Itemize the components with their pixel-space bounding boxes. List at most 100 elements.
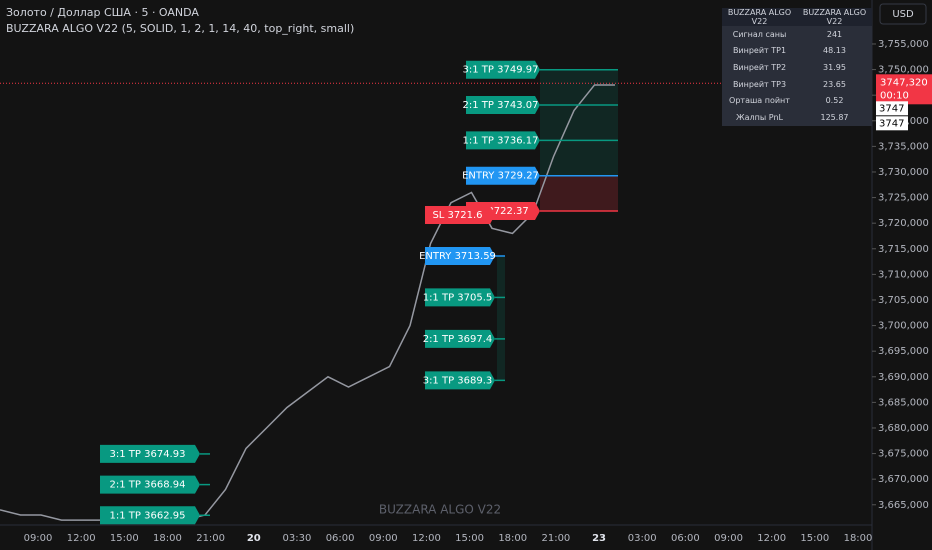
table-row: Винрейт TP1 48.13	[722, 43, 872, 60]
x-tick-label: 15:00	[455, 533, 484, 544]
x-tick-label: 21:00	[541, 533, 570, 544]
x-tick-label: 21:00	[196, 533, 225, 544]
tp-zone	[497, 255, 505, 381]
level-label: 1:1 TP 3662.95	[110, 510, 186, 521]
level-label: 1:1 TP 3736.17	[463, 135, 539, 146]
x-tick-label: 03:30	[283, 533, 312, 544]
table-cell: Винрейт TP1	[732, 46, 787, 56]
info-table: BUZZARA ALGO V22 BUZZARA ALGO V22 Сигнал с…	[722, 8, 872, 126]
x-tick-label: 06:00	[671, 533, 700, 544]
table-row: Жалпы PnL 125.87	[722, 109, 872, 126]
level-label: 1:1 TP 3705.5	[423, 292, 493, 303]
table-cell: 48.13	[823, 46, 846, 56]
level-tag	[466, 96, 540, 115]
table-row: BUZZARA ALGO V22 BUZZARA ALGO V22	[722, 8, 872, 26]
level-tag	[466, 131, 540, 150]
level-tag	[425, 205, 495, 224]
x-tick-label: 12:00	[412, 533, 441, 544]
x-tick-label: 03:00	[628, 533, 657, 544]
current-price-label: 3747,320	[880, 77, 928, 88]
table-cell: Сигнал саны	[732, 29, 787, 39]
y-tick-label: 3,715,000	[878, 244, 929, 255]
y-tick-label: 3,690,000	[878, 372, 929, 383]
level-tag	[100, 506, 200, 525]
x-tick-label: 20	[247, 533, 261, 544]
y-tick-label: 3,705,000	[878, 295, 929, 306]
y-tick-label: 3,675,000	[878, 449, 929, 460]
table-cell: BUZZARA ALGO V22	[797, 8, 872, 26]
level-tag	[425, 288, 495, 307]
table-cell: Винрейт TP3	[732, 79, 787, 89]
y-tick-label: 3,755,000	[878, 39, 929, 50]
x-tick-label: 15:00	[110, 533, 139, 544]
price-mark: 3747	[879, 118, 904, 129]
current-price-box	[876, 74, 932, 105]
table-row: Винрейт TP2 31.95	[722, 59, 872, 76]
y-tick-label: 3,710,000	[878, 269, 929, 280]
price-line	[0, 84, 615, 521]
watermark: BUZZARA ALGO V22	[379, 503, 501, 517]
level-tag	[466, 60, 540, 79]
x-tick-label: 12:00	[67, 533, 96, 544]
table-cell: BUZZARA ALGO V22	[722, 8, 797, 26]
price-mark-box	[876, 101, 908, 116]
level-label: SL 3721.6	[432, 210, 482, 221]
y-tick-label: 3,725,000	[878, 193, 929, 204]
price-mark: 3747	[879, 103, 904, 114]
sl-zone	[540, 175, 618, 212]
level-label: ENTRY 3729.27	[462, 171, 539, 182]
y-tick-label: 3,735,000	[878, 141, 929, 152]
y-tick-label: 3,730,000	[878, 167, 929, 178]
table-row: Орташа пойнт 0.52	[722, 92, 872, 109]
y-tick-label: 3,750,000	[878, 65, 929, 76]
y-tick-label: 3,720,000	[878, 218, 929, 229]
level-tag	[100, 444, 200, 463]
level-label: 3:1 TP 3674.93	[110, 449, 186, 460]
table-cell: 125.87	[820, 112, 849, 122]
x-tick-label: 12:00	[757, 533, 786, 544]
x-tick-label: 09:00	[714, 533, 743, 544]
x-tick-label: 18:00	[498, 533, 527, 544]
level-tag	[425, 371, 495, 390]
level-label: ENTRY 3713.59	[419, 251, 496, 262]
table-cell: 0.52	[825, 96, 844, 106]
level-label: 2:1 TP 3743.07	[463, 100, 539, 111]
level-label: 3:1 TP 3749.97	[463, 65, 539, 76]
level-tag	[425, 329, 495, 348]
table-cell: Жалпы PnL	[736, 112, 783, 122]
x-tick-label: 23	[592, 533, 606, 544]
y-tick-label: 3,695,000	[878, 346, 929, 357]
table-row: Сигнал саны 241	[722, 26, 872, 43]
x-tick-label: 15:00	[800, 533, 829, 544]
y-tick-label: 3,665,000	[878, 500, 929, 511]
y-tick-label: 3,700,000	[878, 321, 929, 332]
price-mark-box	[876, 116, 908, 131]
table-cell: 31.95	[823, 62, 846, 72]
level-label: 3:1 TP 3689.3	[423, 375, 493, 386]
level-label: 2:1 TP 3668.94	[110, 480, 186, 491]
level-tag	[466, 166, 540, 185]
x-tick-label: 09:00	[369, 533, 398, 544]
currency-box	[879, 3, 927, 25]
table-cell: 23.65	[823, 79, 846, 89]
x-tick-label: 09:00	[24, 533, 53, 544]
level-label: 2:1 TP 3697.4	[423, 334, 493, 345]
x-tick-label: 18:00	[153, 533, 182, 544]
indicator-title: BUZZARA ALGO V22 (5, SOLID, 1, 2, 1, 14,…	[6, 22, 355, 35]
x-tick-label: 06:00	[326, 533, 355, 544]
y-tick-label: 3,680,000	[878, 423, 929, 434]
y-tick-label: 3,670,000	[878, 474, 929, 485]
countdown: 00:10	[880, 90, 909, 101]
symbol-title: Золото / Доллар США · 5 · OANDA	[6, 6, 199, 19]
level-tag	[425, 246, 495, 265]
table-cell: Орташа пойнт	[729, 96, 790, 106]
level-tag	[100, 475, 200, 494]
table-row: Винрейт TP3 23.65	[722, 76, 872, 93]
y-tick-label: 3,685,000	[878, 397, 929, 408]
x-tick-label: 18:00	[844, 533, 873, 544]
table-cell: Винрейт TP2	[732, 62, 787, 72]
currency: USD	[892, 9, 914, 20]
table-cell: 241	[826, 29, 843, 39]
